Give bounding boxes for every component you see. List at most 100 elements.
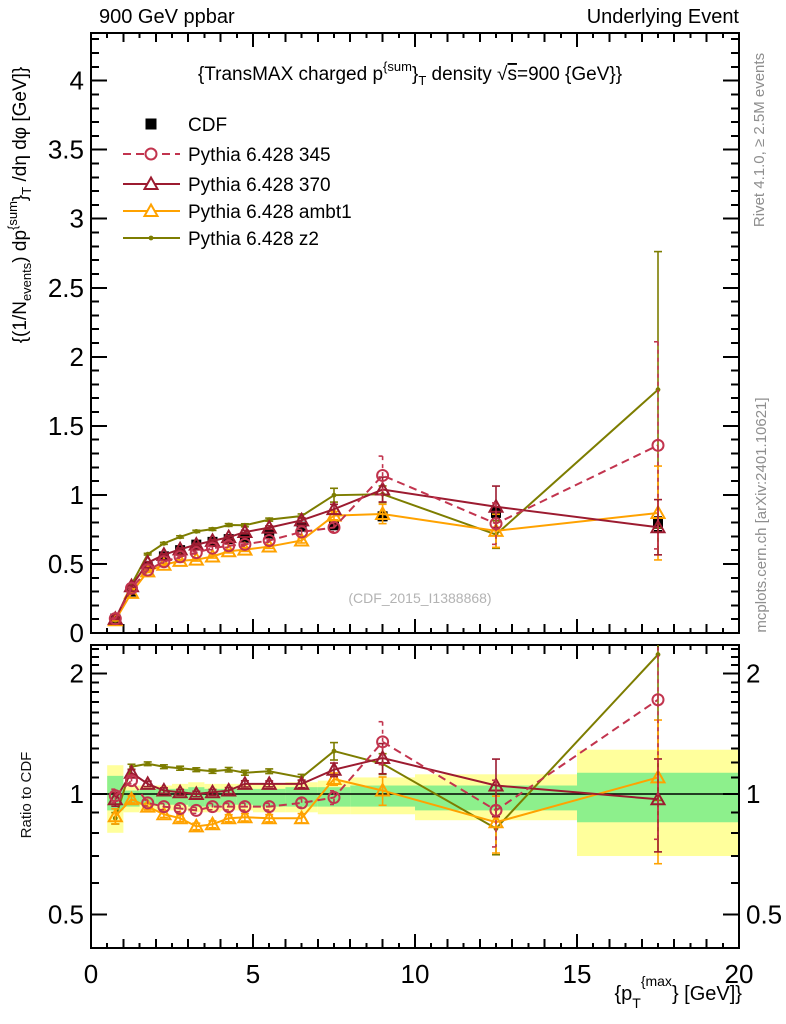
marker-triangle	[188, 817, 205, 833]
marker-circle	[651, 693, 665, 707]
marker-dot	[655, 387, 661, 393]
marker-circle	[327, 791, 341, 805]
ytick-label-ratio-right: 0.5	[746, 900, 782, 930]
xtick-label: 15	[563, 959, 592, 989]
ytick-label-top: 1.5	[48, 411, 84, 441]
marker-circle	[141, 563, 155, 577]
marker-triangle	[649, 790, 667, 806]
marker-circle	[141, 796, 155, 810]
legend-label: Pythia 6.428 z2	[188, 229, 319, 250]
legend-marker-circle	[144, 147, 158, 161]
ytick-label-ratio-left: 1	[70, 779, 84, 809]
marker-triangle	[155, 782, 173, 797]
marker-triangle	[293, 809, 310, 825]
marker-circle	[295, 525, 309, 539]
xtick-label: 20	[725, 959, 754, 989]
series-pythia-6-428-345	[108, 645, 665, 848]
marker-dot	[226, 522, 232, 528]
marker-triangle	[293, 775, 310, 790]
analysis-id-watermark: (CDF_2015_I1388868)	[348, 590, 492, 606]
marker-dot	[266, 768, 272, 774]
marker-circle	[376, 735, 390, 749]
marker-circle	[327, 520, 341, 534]
ytick-label-ratio-left: 0.5	[48, 900, 84, 930]
xtick-label: 0	[84, 959, 98, 989]
series-line	[114, 444, 659, 620]
marker-dot	[161, 764, 167, 770]
marker-triangle	[260, 519, 278, 534]
y-axis-label-top: {(1/Nevents) dp{sum}T /dη dφ [GeV]}	[5, 67, 34, 344]
ytick-label-top: 3	[70, 204, 84, 234]
legend-label: Pythia 6.428 ambt1	[188, 202, 352, 223]
marker-triangle	[260, 809, 278, 825]
marker-triangle	[220, 809, 237, 825]
marker-dot	[210, 526, 215, 532]
marker-dot	[331, 748, 337, 754]
legend-label: Pythia 6.428 345	[188, 145, 331, 166]
x-axis-label: {pT{max} [GeV]}	[614, 973, 742, 1011]
ytick-label-top: 2.5	[48, 273, 84, 303]
marker-triangle	[220, 528, 237, 544]
marker-dot	[242, 770, 248, 776]
series-line	[114, 388, 659, 621]
legend-marker-square	[145, 118, 157, 130]
marker-triangle	[236, 808, 254, 824]
marker-circle	[206, 800, 219, 814]
legend: CDF Pythia 6.428 345 Pythia 6.428 370 Pythi…	[123, 115, 352, 250]
marker-triangle	[236, 775, 254, 790]
xtick-label: 5	[246, 959, 260, 989]
marker-circle	[173, 550, 187, 564]
marker-circle	[262, 533, 276, 547]
marker-circle	[222, 539, 236, 553]
ytick-label-ratio-right: 2	[746, 659, 760, 689]
marker-dot	[177, 534, 183, 540]
marker-triangle	[220, 782, 237, 797]
marker-triangle	[204, 783, 221, 799]
marker-circle	[206, 541, 219, 555]
marker-triangle	[293, 531, 310, 547]
marker-triangle	[325, 761, 343, 776]
legend-marker-triangle	[142, 202, 160, 217]
marker-circle	[108, 789, 122, 803]
marker-triangle	[171, 783, 189, 799]
marker-dot	[145, 761, 151, 767]
marker-circle	[238, 800, 252, 814]
marker-circle	[489, 517, 503, 531]
marker-triangle	[325, 500, 343, 516]
legend-label: Pythia 6.428 370	[188, 175, 331, 196]
beam-label: 900 GeV ppbar	[99, 6, 235, 28]
legend-marker-triangle	[142, 175, 160, 190]
ytick-label-ratio-right: 1	[746, 779, 760, 809]
marker-circle	[173, 801, 187, 815]
band-green	[236, 788, 253, 805]
marker-dot	[145, 551, 151, 557]
ytick-label-ratio-left: 2	[70, 659, 84, 689]
series-pythia-6-428-345	[108, 340, 665, 626]
marker-triangle	[204, 547, 221, 563]
marker-dot	[193, 528, 199, 534]
marker-dot	[161, 540, 167, 546]
xtick-label: 10	[401, 959, 430, 989]
marker-circle	[157, 800, 171, 814]
marker-circle	[125, 581, 138, 595]
marker-triangle	[155, 805, 173, 821]
marker-triangle	[123, 577, 140, 593]
series-pythia-6-428-z2	[111, 250, 662, 623]
marker-circle	[157, 555, 171, 569]
marker-triangle	[188, 785, 205, 800]
marker-circle	[262, 800, 276, 814]
marker-triangle	[325, 770, 343, 786]
marker-circle	[108, 612, 122, 626]
legend-marker-dot	[148, 235, 154, 241]
marker-circle	[376, 468, 390, 482]
marker-circle	[125, 774, 138, 788]
marker-triangle	[171, 809, 189, 825]
marker-triangle	[139, 775, 156, 790]
marker-circle	[489, 803, 503, 817]
mcplots-arxiv-caption: mcplots.cern.ch [arXiv:2401.10621]	[753, 397, 770, 632]
ytick-label-top: 0	[70, 618, 84, 648]
marker-triangle	[107, 790, 124, 806]
marker-triangle	[236, 523, 254, 539]
marker-dot	[226, 767, 232, 773]
